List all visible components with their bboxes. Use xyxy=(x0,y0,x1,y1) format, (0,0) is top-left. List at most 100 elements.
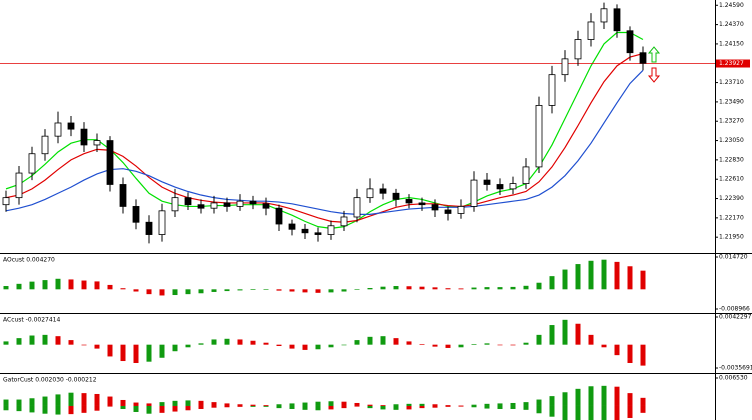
histogram-bar xyxy=(458,405,464,407)
histogram-bar xyxy=(81,393,87,406)
histogram-bar xyxy=(81,405,87,413)
histogram-bar xyxy=(29,398,35,406)
y-tick-label: 1.22830 xyxy=(719,156,744,163)
histogram-bar xyxy=(393,404,399,406)
histogram-bar xyxy=(185,289,191,295)
histogram-bar xyxy=(68,392,74,406)
histogram-bar xyxy=(601,385,607,406)
candle-body xyxy=(236,200,244,207)
histogram-bar xyxy=(315,401,321,406)
histogram-bar xyxy=(289,405,295,409)
histogram-bar xyxy=(536,282,542,290)
candle-body xyxy=(327,225,335,235)
histogram-bar xyxy=(588,405,594,420)
histogram-bar xyxy=(263,342,269,345)
candle-body xyxy=(587,21,595,40)
y-tick-label: 1.23270 xyxy=(719,118,744,125)
histogram-bar xyxy=(172,405,178,412)
histogram-bar xyxy=(419,403,425,406)
histogram-bar xyxy=(575,405,581,420)
y-tick-label: 1.24370 xyxy=(719,21,744,28)
histogram-bar xyxy=(315,405,321,411)
histogram-bar xyxy=(120,405,126,409)
histogram-bar xyxy=(276,289,282,291)
histogram-bar xyxy=(393,338,399,345)
candle-body xyxy=(210,202,218,209)
candle-body xyxy=(197,204,205,209)
histogram-bar xyxy=(445,405,451,407)
histogram-bar xyxy=(549,325,555,345)
y-tick-label: -0.008966 xyxy=(719,305,750,312)
histogram-bar xyxy=(484,343,490,345)
histogram-bar xyxy=(627,344,633,363)
histogram-bar xyxy=(510,402,516,406)
candle-body xyxy=(431,204,439,211)
y-tick-label: 0.0042297 xyxy=(719,314,752,321)
histogram-bar xyxy=(146,344,152,362)
candle-body xyxy=(119,184,127,207)
histogram-bar xyxy=(185,344,191,348)
histogram-bar xyxy=(614,261,620,290)
histogram-bar xyxy=(146,289,152,295)
histogram-bar xyxy=(380,336,386,345)
histogram-bar xyxy=(3,399,9,406)
histogram-bar xyxy=(55,336,61,345)
pane-title: GatorCust 0.002030 -0.000212 xyxy=(3,377,97,384)
histogram-bar xyxy=(120,288,126,290)
histogram-bar xyxy=(198,343,204,345)
histogram-bar xyxy=(549,405,555,417)
histogram-bar xyxy=(562,405,568,420)
histogram-bar xyxy=(640,344,646,366)
histogram-bar xyxy=(250,340,256,345)
histogram-bar xyxy=(224,289,230,292)
candle-body xyxy=(496,184,504,190)
histogram-bar xyxy=(445,405,451,406)
histogram-bar xyxy=(354,289,360,290)
pane-title: AOcust 0.004270 xyxy=(3,257,55,264)
candle-body xyxy=(184,197,192,206)
histogram-bar xyxy=(159,402,165,406)
histogram-bar xyxy=(42,396,48,406)
histogram-bar xyxy=(471,405,477,408)
histogram-bar xyxy=(614,344,620,356)
histogram-bar xyxy=(133,402,139,406)
histogram-bar xyxy=(445,288,451,290)
candle-body xyxy=(262,203,270,209)
candle-body xyxy=(340,216,348,227)
histogram-bar xyxy=(211,289,217,292)
price-label-box xyxy=(716,59,750,68)
candle-body xyxy=(15,172,23,199)
histogram-bar xyxy=(575,388,581,406)
histogram-bar xyxy=(42,334,48,345)
y-tick-label: 1.24150 xyxy=(719,40,744,47)
y-tick-label: 0.014720 xyxy=(719,254,748,261)
histogram-bar xyxy=(211,405,217,408)
histogram-bar xyxy=(588,386,594,406)
histogram-bar xyxy=(432,344,438,347)
histogram-bar xyxy=(380,405,386,410)
histogram-bar xyxy=(55,405,61,415)
histogram-bar xyxy=(432,404,438,406)
candle-body xyxy=(314,232,322,235)
histogram-bar xyxy=(315,289,321,293)
candle-body xyxy=(561,58,569,76)
histogram-bar xyxy=(341,401,347,406)
histogram-bar xyxy=(380,286,386,290)
histogram-bar xyxy=(354,340,360,345)
histogram-bar xyxy=(172,400,178,406)
y-tick-label: 1.21950 xyxy=(719,234,744,241)
histogram-bar xyxy=(250,404,256,406)
y-tick-label: 1.23050 xyxy=(719,137,744,144)
histogram-bar xyxy=(380,405,386,406)
histogram-bar xyxy=(640,405,646,413)
histogram-bar xyxy=(471,287,477,290)
histogram-bar xyxy=(159,405,165,413)
histogram-bar xyxy=(575,264,581,290)
histogram-bar xyxy=(16,338,22,345)
histogram-bar xyxy=(185,400,191,406)
histogram-bar xyxy=(302,405,308,410)
histogram-bar xyxy=(250,289,256,290)
histogram-bar xyxy=(16,405,22,412)
candle-body xyxy=(548,74,556,106)
histogram-bar xyxy=(367,336,373,345)
